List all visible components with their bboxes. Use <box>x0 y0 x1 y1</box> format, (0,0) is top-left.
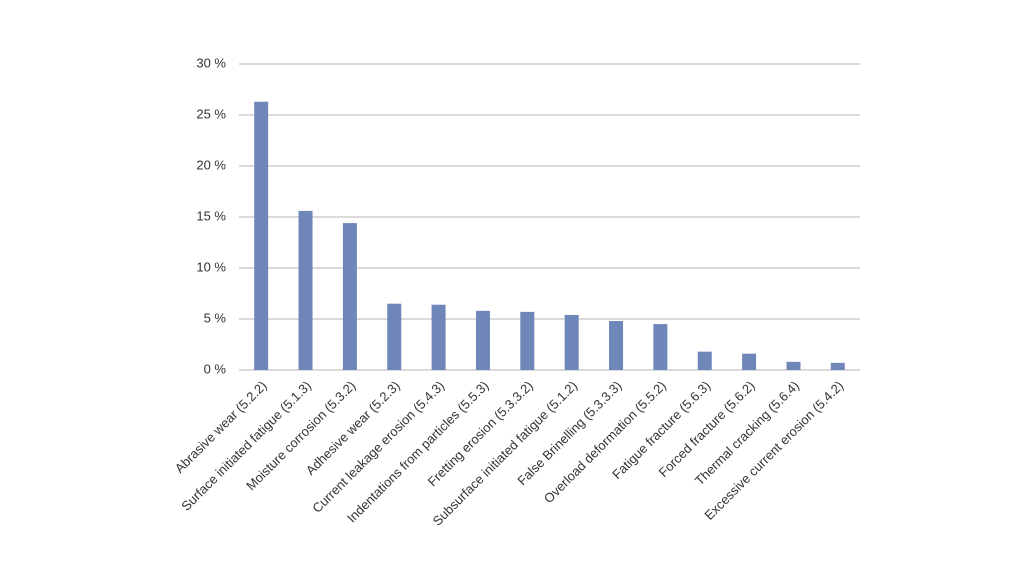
bar <box>298 210 313 370</box>
bar <box>254 101 269 371</box>
y-tick-label: 25 % <box>196 106 226 121</box>
y-tick-label: 30 % <box>196 55 226 70</box>
y-tick-label: 10 % <box>196 259 226 274</box>
bar <box>786 361 801 370</box>
bar <box>697 351 712 370</box>
bar <box>387 303 402 370</box>
y-tick-label: 0 % <box>204 361 227 376</box>
y-tick-label: 20 % <box>196 157 226 172</box>
bar <box>475 310 490 370</box>
y-tick-label: 15 % <box>196 208 226 223</box>
bar <box>653 324 668 370</box>
bar <box>342 223 357 370</box>
bar <box>564 314 579 370</box>
y-tick-label: 5 % <box>204 310 227 325</box>
bar <box>520 311 535 370</box>
bar <box>609 321 624 370</box>
bar <box>742 353 757 370</box>
bar <box>431 304 446 370</box>
bar <box>830 362 845 370</box>
